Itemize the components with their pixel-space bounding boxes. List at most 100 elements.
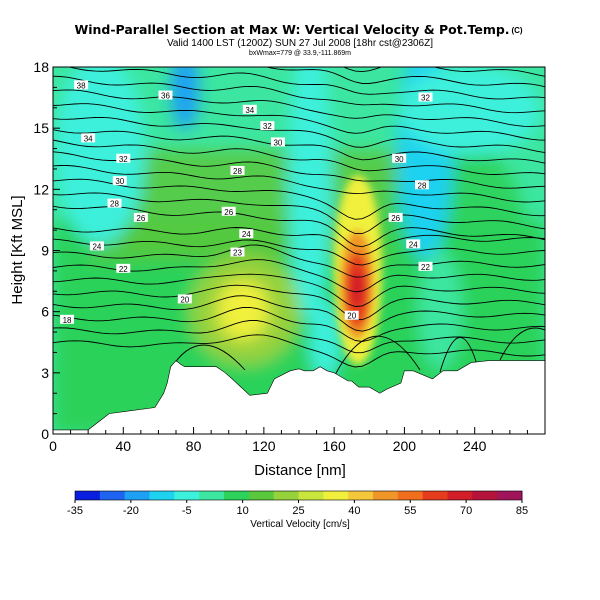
isentrope-line [342,67,545,77]
contour-label: 18 [63,316,72,325]
contour-label: 23 [233,249,242,258]
contour-label-box [260,121,275,131]
isentrope-line [53,238,545,266]
colorbar-tick-label: -35 [67,505,83,517]
contour-label-box [74,80,89,90]
contour-label: 24 [409,240,418,249]
contour-label-box [406,239,421,249]
contour-label-box [392,153,407,163]
isentrope-line [53,151,545,189]
contour-label: 30 [115,177,124,186]
x-tick-label: 240 [463,438,487,454]
colorbar-swatch [298,491,324,500]
isentrope-line [53,259,545,293]
contour-label-box [60,314,75,324]
y-tick-label: 3 [41,365,49,381]
contour-label-box [116,153,131,163]
isentrope-line [53,103,545,141]
colorbar-tick-label: 40 [348,505,360,517]
colorbar-swatch [224,491,250,500]
closed-contour-2 [439,337,479,373]
isentrope-line [53,165,545,203]
closed-contour-3 [499,327,545,361]
contour-label: 26 [391,214,400,223]
isentrope-line [53,306,545,342]
colorbar-swatch [447,491,473,500]
x-tick-label: 160 [322,438,346,454]
contour-label: 28 [418,181,427,190]
colorbar-swatch [248,491,275,500]
chart-title: Wind-Parallel Section at Max W: Vertical… [74,22,509,37]
isentrope-line [53,89,545,127]
contour-label: 32 [119,155,128,164]
contour-label-box [158,90,173,100]
colorbar-tick-label: 25 [292,505,304,517]
isentrope-line [53,178,545,220]
contour-label: 32 [263,122,272,131]
contour-label: 26 [136,214,145,223]
contour-label-box [89,241,104,251]
contour-label-box [344,310,359,320]
contour-label: 20 [180,295,189,304]
isentrope-line [53,139,545,175]
isentrope-line [53,284,545,321]
colorbar-tick-label: 85 [516,505,528,517]
contour-label: 24 [92,242,101,251]
colorbar-swatch [75,491,101,500]
x-tick-label: 80 [186,438,202,454]
velocity-field [53,67,545,434]
x-tick-label: 120 [252,438,276,454]
y-axis: 0 3 6 9 12 15 18 [33,59,60,442]
terrain-mask [53,360,545,434]
velocity-band-cyan-top [400,67,540,155]
y-tick-label: 15 [33,120,49,136]
colorbar-tick-label: -20 [123,505,139,517]
contour-label-box [270,137,285,147]
x-axis: 0 40 80 120 160 200 240 [49,427,546,454]
isentrope-line [264,67,545,88]
isentrope-line [53,244,545,278]
chart-info-line: bxWmax=779 @ 33.9,-111.869m [249,50,351,57]
colorbar-swatch [99,491,126,500]
isentrope-line [53,295,545,332]
contour-label: 38 [77,81,86,90]
y-tick-label: 6 [41,304,49,320]
contour-label-box [221,206,236,216]
isentrope-line [53,320,545,354]
colorbar-swatch [497,491,523,500]
contour-label: 22 [421,263,430,272]
colorbar: -35 -20 -5 10 25 40 55 70 85 [67,490,528,517]
contour-label-box [239,229,254,239]
contour-label-box [116,263,131,273]
chart-title-tag: (C) [511,26,522,35]
contour-label-box [112,176,127,186]
velocity-band-yellow-left [217,280,269,340]
isentrope-line [53,75,545,114]
colorbar-swatch [472,491,498,500]
isentrope-line [53,273,545,307]
colorbar-swatch [323,491,349,500]
contour-label: 28 [110,200,119,209]
isentrope-line [53,116,545,154]
contour-label: 32 [421,94,430,103]
x-axis-label: Distance [nm] [254,462,346,479]
colorbar-swatch [149,491,175,500]
colorbar-tick-label: 70 [460,505,472,517]
isentrope-lines [53,67,545,368]
y-axis-label: Height [Kft MSL] [9,195,26,304]
velocity-band-cyan-left [55,67,145,245]
isentrope-line [67,67,545,100]
contour-label-box [388,212,403,222]
chart-subtitle: Valid 1400 LST (1200Z) SUN 27 Jul 2008 [… [167,38,433,49]
closed-contours [169,327,545,376]
isentrope-line [53,205,545,248]
closed-contour-4 [169,344,246,371]
contour-label: 26 [224,208,233,217]
colorbar-swatch [348,491,374,500]
contour-label: 24 [242,230,251,239]
colorbar-label: Vertical Velocity [cm/s] [250,519,350,530]
updraft-darkred [351,270,363,306]
contour-label-box [133,212,148,222]
